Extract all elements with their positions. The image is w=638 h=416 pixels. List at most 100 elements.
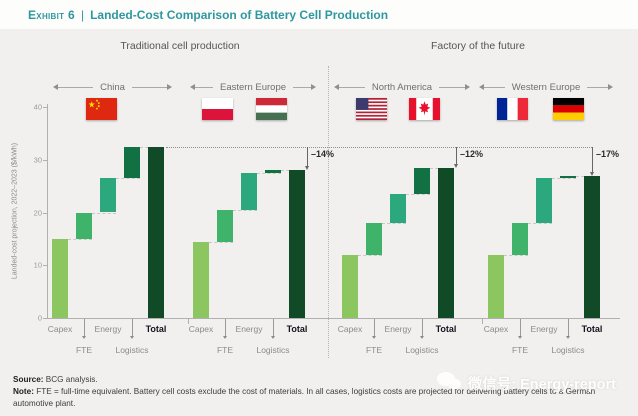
column-title: Factory of the future bbox=[431, 40, 525, 52]
capex-bar bbox=[52, 238, 68, 318]
arrow-left-icon bbox=[53, 84, 58, 90]
region-arrow: China bbox=[53, 81, 173, 93]
category-label-logistics: Logistics bbox=[551, 345, 585, 355]
y-tick-label: 30 bbox=[33, 155, 42, 165]
category-leader-arrow-icon bbox=[566, 336, 570, 339]
logistics-bar bbox=[414, 167, 430, 195]
delta-label: –14% bbox=[311, 148, 335, 159]
arrow-right-icon bbox=[311, 84, 317, 90]
arrow-right-icon bbox=[465, 84, 470, 90]
y-axis-title: Landed-cost projection, 2022–2023 ($/kWh… bbox=[11, 142, 19, 280]
source-line: Source: BCG analysis. bbox=[13, 374, 613, 386]
poland-flag-icon bbox=[202, 98, 233, 120]
arrow-left-icon bbox=[334, 84, 339, 90]
arrow-line bbox=[587, 86, 609, 88]
y-tick-mark bbox=[43, 318, 47, 319]
region-label: Western Europe bbox=[511, 81, 581, 93]
category-leader-arrow-icon bbox=[271, 336, 275, 339]
category-leader-line bbox=[132, 319, 133, 336]
y-tick-mark bbox=[43, 265, 47, 267]
arrow-right-icon bbox=[167, 84, 173, 90]
waterfall-connector bbox=[92, 212, 116, 214]
category-leader-line bbox=[520, 319, 521, 336]
waterfall-connector bbox=[68, 238, 92, 240]
y-tick-mark bbox=[43, 107, 47, 108]
energy-bar bbox=[536, 178, 552, 224]
energy-bar bbox=[100, 178, 116, 213]
page-title: Landed-Cost Comparison of Battery Cell P… bbox=[90, 7, 389, 22]
category-label-capex: Capex bbox=[337, 324, 363, 334]
arrow-left-icon bbox=[479, 84, 484, 90]
delta-label: –17% bbox=[596, 148, 620, 159]
y-tick-label: 40 bbox=[33, 102, 42, 112]
category-label-fte: FTE bbox=[511, 345, 529, 355]
waterfall-connector bbox=[552, 178, 576, 180]
arrow-left-icon bbox=[190, 84, 195, 90]
category-leader-arrow-icon bbox=[420, 336, 424, 339]
delta-arrow-head-icon bbox=[590, 171, 594, 176]
footer-notes: Source: BCG analysis. Note: FTE = full-t… bbox=[13, 374, 613, 410]
total-bar bbox=[438, 167, 454, 318]
x-axis-line bbox=[47, 318, 620, 319]
category-label-logistics: Logistics bbox=[256, 345, 290, 355]
china-flag-icon bbox=[86, 98, 117, 120]
arrow-line bbox=[131, 86, 168, 88]
fte-bar bbox=[217, 209, 233, 242]
watermark-text: 微信号: Energy-report bbox=[467, 376, 616, 393]
logistics-bar bbox=[560, 175, 576, 179]
logistics-bar bbox=[124, 146, 140, 179]
category-label-fte: FTE bbox=[75, 345, 93, 355]
energy-bar bbox=[241, 172, 257, 210]
category-label-logistics: Logistics bbox=[405, 345, 439, 355]
category-leader-arrow-icon bbox=[82, 336, 86, 339]
category-leader-line bbox=[568, 319, 569, 336]
region-header: Western Europe bbox=[479, 81, 614, 93]
delta-arrow-head-icon bbox=[454, 163, 458, 168]
title-separator: | bbox=[80, 7, 85, 22]
arrow-line bbox=[339, 86, 365, 88]
delta-label: –12% bbox=[460, 148, 484, 159]
region-header: China bbox=[53, 81, 173, 93]
note-label: Note: bbox=[13, 387, 34, 396]
energy-bar bbox=[390, 194, 406, 224]
total-bar bbox=[584, 175, 600, 318]
category-label-total: Total bbox=[145, 324, 167, 334]
category-leader-line bbox=[422, 319, 423, 336]
region-label: China bbox=[100, 81, 125, 93]
category-leader-line bbox=[84, 319, 85, 336]
category-label-energy: Energy bbox=[384, 324, 412, 334]
y-tick-mark bbox=[43, 159, 47, 161]
section-separator-line bbox=[328, 66, 329, 358]
germany-flag-icon bbox=[553, 98, 584, 120]
source-label: Source: bbox=[13, 375, 44, 384]
region-label: North America bbox=[371, 81, 433, 93]
capex-bar bbox=[193, 241, 209, 318]
y-tick-label: 20 bbox=[33, 208, 42, 217]
category-leader-arrow-icon bbox=[518, 336, 522, 339]
category-label-fte: FTE bbox=[216, 345, 234, 355]
category-label-fte: FTE bbox=[365, 345, 383, 355]
canada-flag-icon bbox=[409, 98, 440, 120]
exhibit-titlebar: Exhibit 6 | Landed-Cost Comparison of Ba… bbox=[0, 0, 638, 29]
axis-boundary-tick bbox=[188, 319, 189, 324]
y-tick-mark bbox=[43, 212, 47, 214]
category-leader-line bbox=[273, 319, 274, 336]
delta-arrow-line bbox=[456, 146, 457, 165]
usa-flag-icon bbox=[356, 98, 387, 120]
logistics-bar bbox=[265, 170, 281, 173]
category-label-capex: Capex bbox=[188, 324, 214, 334]
arrow-line bbox=[439, 86, 465, 88]
category-leader-arrow-icon bbox=[130, 336, 134, 339]
waterfall-connector bbox=[358, 254, 382, 256]
waterfall-connector bbox=[233, 209, 257, 211]
category-label-logistics: Logistics bbox=[115, 345, 149, 355]
waterfall-connector bbox=[406, 194, 430, 196]
waterfall-connector bbox=[504, 254, 528, 256]
category-leader-line bbox=[225, 319, 226, 336]
category-label-energy: Energy bbox=[235, 324, 263, 334]
note-line: Note: FTE = full-time equivalent. Batter… bbox=[13, 386, 613, 410]
category-label-total: Total bbox=[286, 324, 308, 334]
region-arrow: Western Europe bbox=[479, 81, 614, 93]
region-header: North America bbox=[334, 81, 470, 93]
